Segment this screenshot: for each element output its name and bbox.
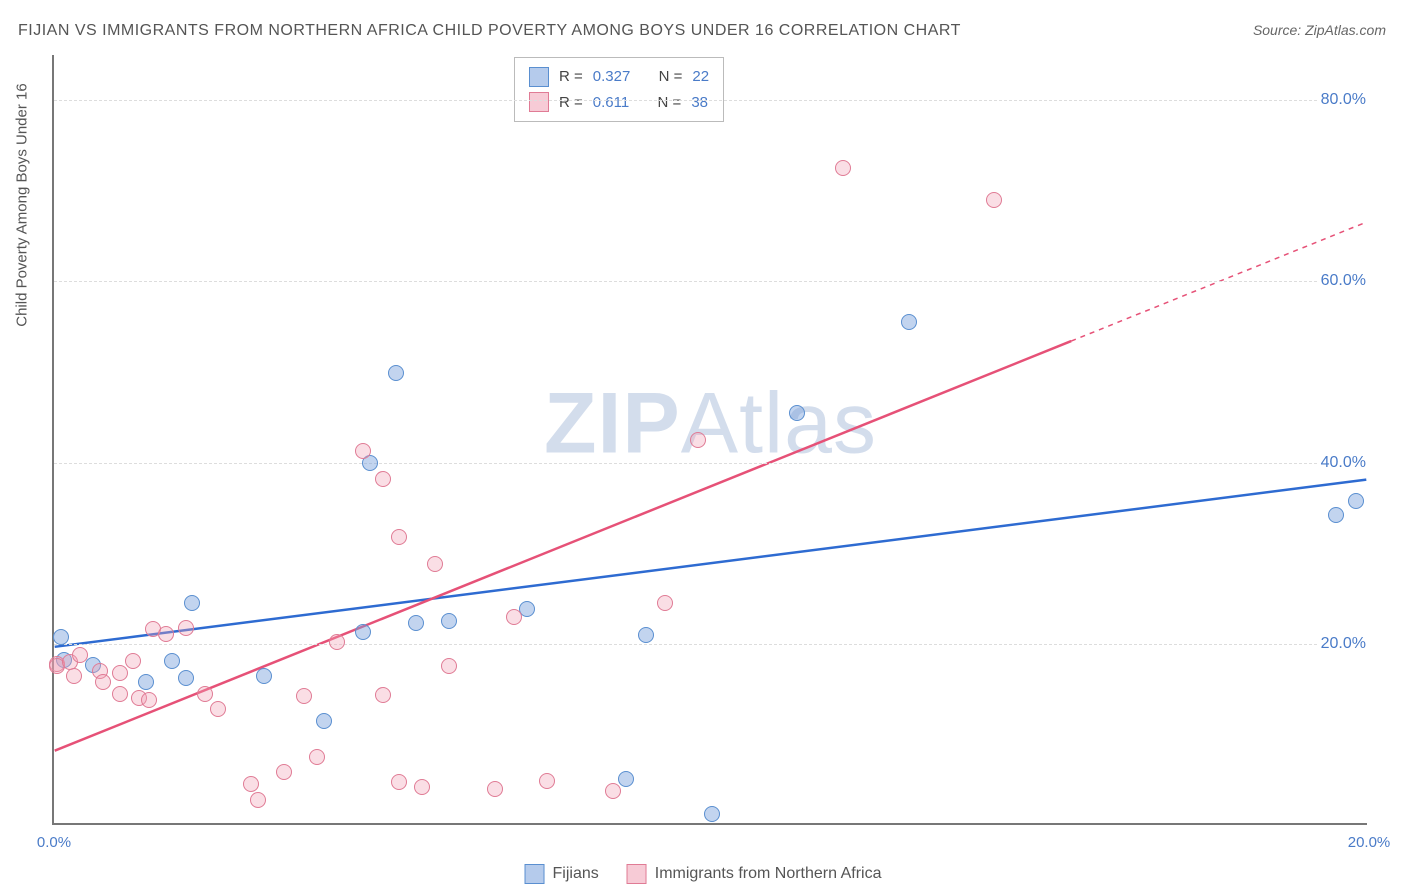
svg-layer — [54, 55, 1367, 823]
data-point — [391, 774, 407, 790]
data-point — [95, 674, 111, 690]
data-point — [1348, 493, 1364, 509]
data-point — [441, 613, 457, 629]
data-point — [184, 595, 200, 611]
chart-title: FIJIAN VS IMMIGRANTS FROM NORTHERN AFRIC… — [18, 22, 961, 40]
data-point — [414, 779, 430, 795]
legend-item: Immigrants from Northern Africa — [627, 864, 882, 884]
swatch-icon — [627, 864, 647, 884]
swatch-icon — [529, 67, 549, 87]
data-point — [53, 629, 69, 645]
data-point — [789, 405, 805, 421]
data-point — [158, 626, 174, 642]
data-point — [657, 595, 673, 611]
data-point — [375, 471, 391, 487]
data-point — [408, 615, 424, 631]
data-point — [355, 624, 371, 640]
data-point — [638, 627, 654, 643]
y-axis-label: Child Poverty Among Boys Under 16 — [14, 83, 31, 326]
data-point — [138, 674, 154, 690]
data-point — [1328, 507, 1344, 523]
data-point — [210, 701, 226, 717]
source-label: Source: ZipAtlas.com — [1253, 22, 1386, 38]
gridline — [54, 281, 1367, 282]
data-point — [309, 749, 325, 765]
r-label: R = — [559, 90, 583, 116]
watermark-zip: ZIP — [544, 375, 681, 471]
data-point — [704, 806, 720, 822]
gridline — [54, 644, 1367, 645]
y-tick-label: 80.0% — [1319, 91, 1368, 109]
data-point — [276, 764, 292, 780]
watermark-atlas: Atlas — [681, 375, 877, 471]
data-point — [329, 634, 345, 650]
r-value: 0.611 — [593, 90, 629, 116]
data-point — [618, 771, 634, 787]
data-point — [986, 192, 1002, 208]
data-point — [441, 658, 457, 674]
n-label: N = — [659, 64, 683, 90]
data-point — [427, 556, 443, 572]
data-point — [72, 647, 88, 663]
data-point — [316, 713, 332, 729]
n-label: N = — [658, 90, 682, 116]
data-point — [178, 620, 194, 636]
data-point — [605, 783, 621, 799]
legend-item: Fijians — [525, 864, 599, 884]
bottom-legend: Fijians Immigrants from Northern Africa — [525, 864, 882, 884]
swatch-icon — [525, 864, 545, 884]
data-point — [125, 653, 141, 669]
plot-area: ZIPAtlas R = 0.327 N = 22 R = 0.611 N = … — [52, 55, 1367, 825]
data-point — [141, 692, 157, 708]
watermark: ZIPAtlas — [544, 374, 877, 473]
data-point — [296, 688, 312, 704]
stat-row: R = 0.327 N = 22 — [529, 64, 709, 90]
y-tick-label: 40.0% — [1319, 454, 1368, 472]
data-point — [243, 776, 259, 792]
r-label: R = — [559, 64, 583, 90]
data-point — [375, 687, 391, 703]
legend-label: Immigrants from Northern Africa — [655, 865, 882, 883]
data-point — [901, 314, 917, 330]
n-value: 22 — [692, 64, 709, 90]
data-point — [112, 686, 128, 702]
data-point — [506, 609, 522, 625]
data-point — [835, 160, 851, 176]
data-point — [690, 432, 706, 448]
stat-legend: R = 0.327 N = 22 R = 0.611 N = 38 — [514, 57, 724, 122]
data-point — [539, 773, 555, 789]
gridline — [54, 100, 1367, 101]
legend-label: Fijians — [553, 865, 599, 883]
data-point — [391, 529, 407, 545]
data-point — [250, 792, 266, 808]
data-point — [178, 670, 194, 686]
data-point — [256, 668, 272, 684]
data-point — [112, 665, 128, 681]
y-tick-label: 60.0% — [1319, 272, 1368, 290]
n-value: 38 — [691, 90, 708, 116]
r-value: 0.327 — [593, 64, 631, 90]
x-tick-label: 0.0% — [37, 834, 71, 851]
stat-row: R = 0.611 N = 38 — [529, 90, 709, 116]
gridline — [54, 463, 1367, 464]
data-point — [164, 653, 180, 669]
swatch-icon — [529, 92, 549, 112]
data-point — [66, 668, 82, 684]
y-tick-label: 20.0% — [1319, 635, 1368, 653]
data-point — [487, 781, 503, 797]
data-point — [355, 443, 371, 459]
data-point — [197, 686, 213, 702]
data-point — [388, 365, 404, 381]
x-tick-label: 20.0% — [1348, 834, 1391, 851]
